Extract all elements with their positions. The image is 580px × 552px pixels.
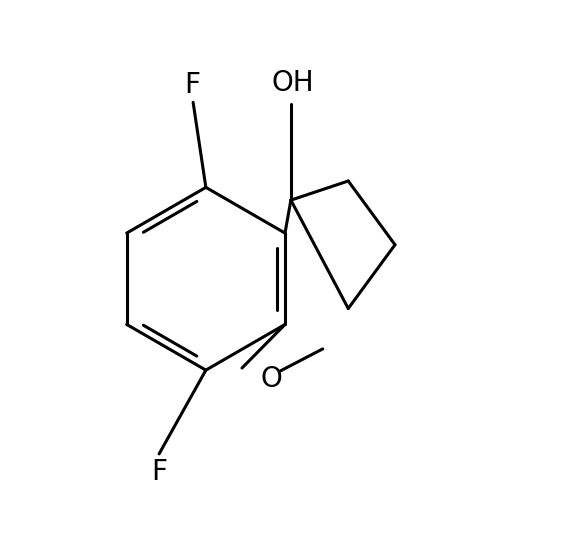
Text: OH: OH [271,69,314,97]
Text: F: F [184,71,200,99]
Text: F: F [151,458,167,486]
Text: O: O [261,365,282,392]
